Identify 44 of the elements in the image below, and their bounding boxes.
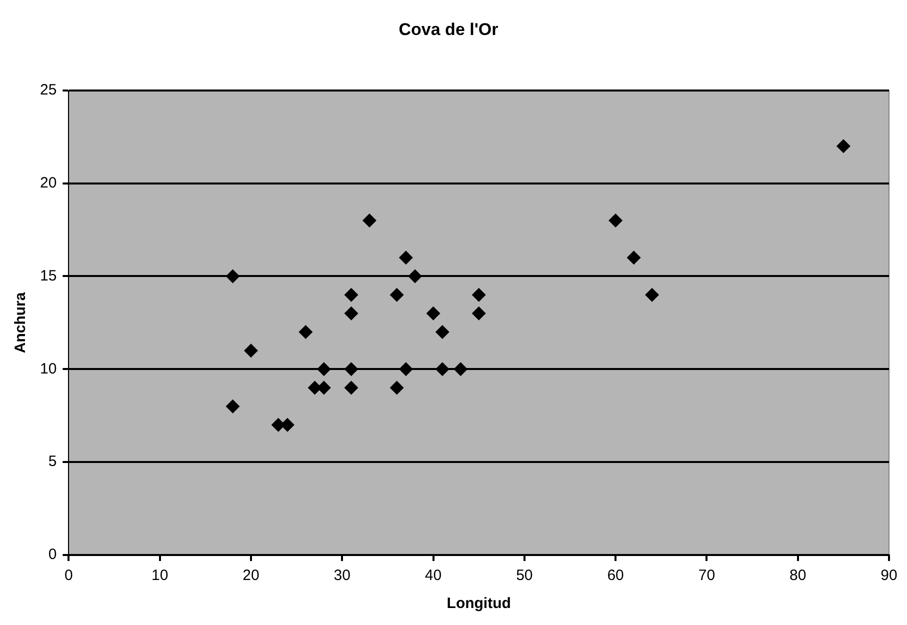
x-tick-label: 90: [880, 567, 898, 584]
point: [408, 269, 422, 284]
point: [390, 380, 404, 395]
x-axis-title: Longitud: [446, 595, 511, 612]
chart-title: Cova de l'Or: [398, 20, 499, 39]
point: [608, 213, 623, 228]
y-tick-label: 0: [48, 546, 57, 564]
y-tick-label: 20: [40, 174, 57, 192]
point: [226, 399, 240, 414]
point: [454, 362, 468, 376]
point: [344, 362, 358, 376]
y-tick-label: 15: [40, 267, 57, 284]
point: [435, 324, 450, 339]
point: [390, 288, 404, 302]
point: [362, 213, 376, 228]
point: [398, 362, 413, 376]
y-tick-label: 25: [40, 82, 57, 99]
point: [344, 306, 358, 320]
point: [344, 288, 358, 302]
x-tick-label: 80: [790, 567, 806, 584]
point: [244, 344, 258, 358]
x-tick-label: 10: [151, 567, 168, 584]
x-tick-label: 0: [64, 567, 73, 584]
point: [645, 288, 660, 302]
y-tick-label: 5: [48, 453, 57, 470]
point: [426, 306, 440, 320]
point: [344, 380, 358, 395]
point: [472, 306, 486, 320]
x-tick-label: 30: [334, 567, 350, 584]
point: [435, 362, 450, 376]
x-tick-label: 50: [516, 567, 533, 584]
point: [298, 324, 313, 339]
x-tick-label: 70: [698, 567, 716, 584]
x-tick-label: 20: [242, 567, 260, 584]
point: [836, 139, 850, 154]
point: [226, 269, 240, 284]
y-tick-label: 10: [40, 360, 57, 378]
x-tick-label: 60: [607, 567, 624, 584]
point: [472, 288, 486, 302]
y-axis-title: Anchura: [12, 292, 30, 354]
point: [398, 250, 413, 265]
point: [316, 362, 331, 376]
x-tick-label: 40: [424, 567, 442, 584]
point: [626, 250, 641, 265]
